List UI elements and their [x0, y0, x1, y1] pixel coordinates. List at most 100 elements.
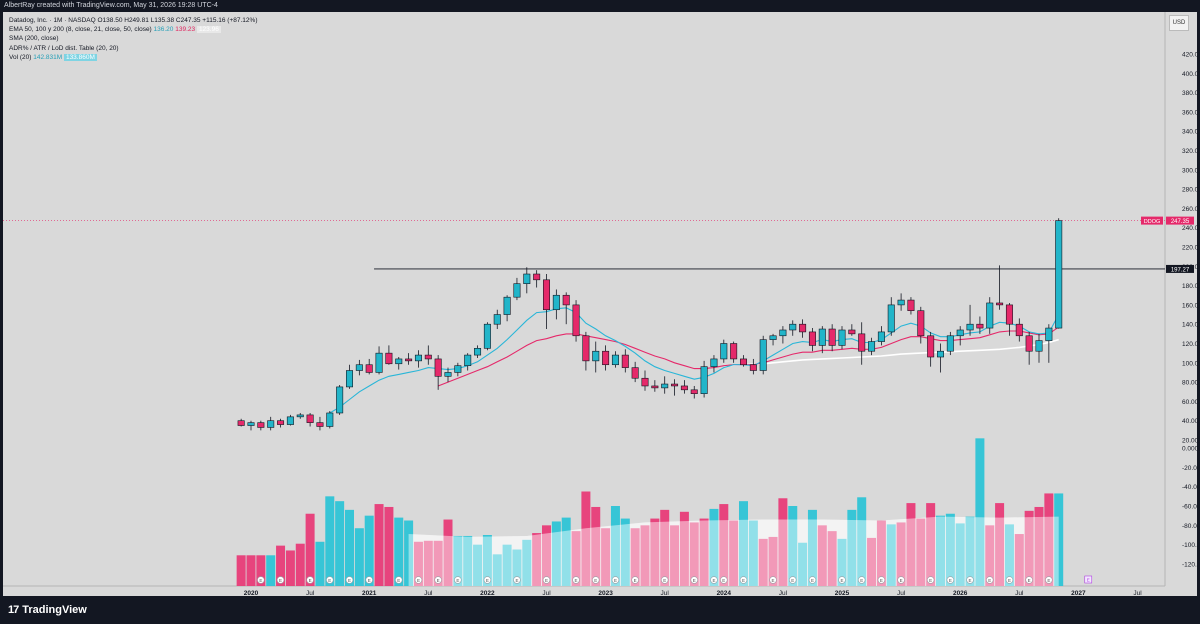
- volume-legend[interactable]: Vol (20) 142.831M 133.860M: [9, 53, 257, 62]
- indicator-bar: [522, 539, 532, 586]
- indicator-bar: [1004, 524, 1014, 586]
- candle-body: [907, 299, 915, 311]
- price-chart[interactable]: 420.00 400.00 380.00 360.00 340.00 320.00 300.…: [3, 12, 1197, 596]
- earnings-marker-label: E: [634, 578, 637, 583]
- indicator-bar: [276, 545, 286, 586]
- indicator-bar: [995, 503, 1005, 586]
- candle-body: [710, 358, 718, 367]
- indicator-bar: [561, 517, 571, 586]
- candle-body: [336, 386, 344, 414]
- indicator-bar: [748, 520, 758, 586]
- candle-body: [749, 364, 757, 371]
- indicator-bar: [640, 525, 650, 586]
- earnings-marker-icon: [660, 576, 669, 584]
- indicator-bar: [975, 438, 985, 586]
- candle-body: [345, 370, 353, 388]
- indicator-bar: [581, 491, 591, 586]
- indicator-bar: [630, 528, 640, 586]
- indicator-bar: [699, 518, 709, 586]
- tradingview-logo-icon: 17: [8, 604, 19, 616]
- candle-body: [671, 383, 679, 387]
- indicator-bar: [896, 522, 906, 586]
- indicator-bar: [512, 549, 522, 586]
- time-tick-label: 2027: [1071, 590, 1086, 596]
- candle-body: [976, 323, 984, 329]
- tradingview-logo[interactable]: 17 TradingView: [8, 602, 87, 618]
- candle-body: [296, 414, 304, 418]
- earnings-marker-icon: [306, 576, 314, 584]
- earnings-marker-label: E: [663, 578, 666, 583]
- candle-body: [631, 367, 639, 379]
- ema-legend[interactable]: EMA 50, 100 y 200 (8, close, 21, close, …: [9, 25, 257, 34]
- candle-body: [385, 352, 393, 365]
- indicator-bar: [453, 535, 463, 586]
- indicator-bar: [256, 555, 266, 586]
- tradingview-logo-text: TradingView: [22, 604, 87, 616]
- earnings-marker-label: E: [988, 578, 991, 583]
- indicator-bar: [354, 528, 364, 586]
- earnings-marker-icon: [690, 576, 698, 584]
- candle-body: [533, 273, 541, 281]
- earnings-marker-label: E: [712, 578, 715, 583]
- earnings-marker-label: E: [437, 578, 440, 583]
- earnings-marker-label: E: [594, 578, 597, 583]
- earnings-marker-label: E: [1028, 578, 1031, 583]
- earnings-marker-label: E: [417, 578, 420, 583]
- chart-frame[interactable]: 420.00 400.00 380.00 360.00 340.00 320.00 300.…: [3, 12, 1197, 596]
- candle-body: [966, 323, 974, 331]
- price-tick-label: 220.00: [1182, 245, 1197, 252]
- indicator-bar: [1034, 506, 1044, 586]
- earnings-marker-icon: [946, 576, 955, 584]
- candle-body: [611, 354, 619, 366]
- last-price-label-bg: [1166, 216, 1194, 225]
- earnings-marker-icon: [926, 576, 935, 584]
- candle-body: [877, 331, 885, 342]
- indicator-bar: [571, 531, 581, 586]
- earnings-marker-icon: [257, 576, 265, 584]
- candle-body: [414, 354, 422, 362]
- indicator-bar: [827, 531, 837, 586]
- candle-body: [444, 372, 452, 377]
- candle-body: [365, 364, 373, 373]
- candle-body: [572, 304, 580, 337]
- earnings-marker-icon: [276, 576, 285, 584]
- resistance-label-bg: [1166, 264, 1194, 273]
- earnings-marker-label: E: [545, 578, 548, 583]
- adr-legend[interactable]: ADR% / ATR / LoD dist. Table (20, 20): [9, 44, 257, 53]
- candle-body: [464, 354, 472, 366]
- earnings-marker-label: E: [328, 578, 331, 583]
- future-earnings-marker-icon: [1084, 575, 1093, 584]
- time-tick-label: Jul: [1015, 590, 1024, 596]
- candle-body: [927, 335, 935, 358]
- candle-body: [552, 294, 560, 311]
- candle-body: [808, 331, 816, 346]
- earnings-marker-label: E: [772, 578, 775, 583]
- candle-body: [562, 294, 570, 306]
- indicator-bar: [246, 555, 256, 586]
- earnings-marker-icon: [710, 576, 718, 584]
- earnings-marker-label: E: [279, 578, 282, 583]
- indicator-bar: [374, 504, 384, 586]
- indicator-bar: [955, 523, 965, 586]
- resistance-label: 197.27: [1171, 267, 1190, 273]
- candle-body: [769, 335, 777, 340]
- sma-legend[interactable]: SMA (200, close): [9, 34, 257, 43]
- candle-body: [503, 296, 511, 315]
- earnings-marker-label: E: [397, 578, 400, 583]
- indicator-bar: [394, 517, 404, 586]
- indicator-bar: [285, 550, 295, 586]
- indicator-bar: [473, 544, 483, 586]
- indicator-bar: [620, 518, 630, 586]
- candle-body: [936, 350, 944, 358]
- indicator-bar: [364, 515, 374, 586]
- indicator-bar: [936, 515, 945, 586]
- indicator-bar: [384, 506, 394, 586]
- volume-value: 142.831M: [33, 53, 63, 61]
- candle-body: [1025, 335, 1033, 352]
- price-tick-label: 280.00: [1182, 187, 1197, 194]
- earnings-marker-label: E: [860, 578, 863, 583]
- currency-button[interactable]: USD: [1169, 15, 1189, 31]
- indicator-bar: [837, 538, 847, 586]
- indicator-bar: [758, 538, 768, 586]
- symbol-ohlc-line[interactable]: Datadog, Inc. · 1M · NASDAQ O138.50 H249…: [9, 16, 257, 25]
